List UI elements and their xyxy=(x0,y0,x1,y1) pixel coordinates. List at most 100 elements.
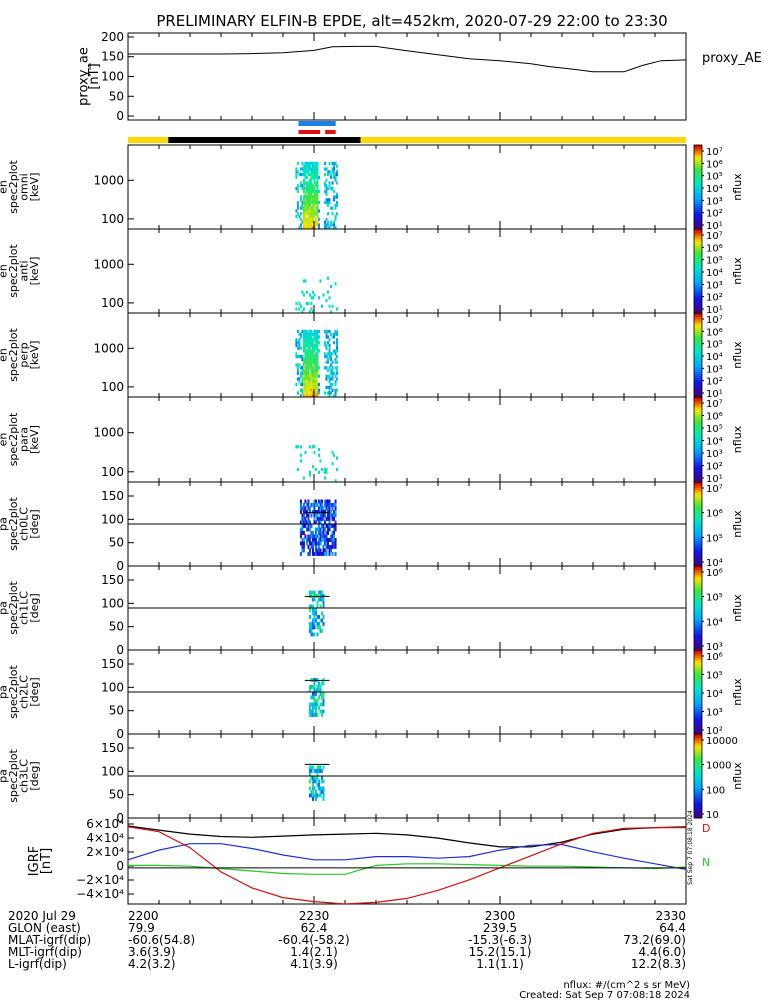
heatmap-cell xyxy=(308,702,311,707)
heatmap-cell xyxy=(317,374,320,378)
heatmap-cell xyxy=(301,290,304,294)
heatmap-cell xyxy=(308,685,311,689)
heatmap-cell xyxy=(302,195,305,199)
colorbar-swatch xyxy=(694,243,702,247)
heatmap-cell xyxy=(310,296,313,300)
colorbar-swatch xyxy=(694,334,702,337)
heatmap-cell xyxy=(301,391,304,395)
colorbar-swatch xyxy=(694,761,702,764)
heatmap-cell xyxy=(308,195,311,199)
colorbar-swatch xyxy=(694,218,702,222)
heatmap-cell xyxy=(302,357,305,361)
heatmap-cell xyxy=(313,611,316,616)
heatmap-cell xyxy=(307,534,310,539)
ylabel-line: ch2LC xyxy=(18,675,31,709)
heatmap-cell xyxy=(330,223,333,227)
panel-pa_ch3: elbpefpaspec2plotch3LC[deg]1000010001001… xyxy=(0,733,744,825)
panel-en_para: elbpefenspec2plotpara[keV]10⁷10⁶10⁵10⁴10… xyxy=(0,396,744,485)
heatmap-cell xyxy=(327,357,330,361)
colorbar-swatch xyxy=(694,647,702,651)
colorbar-swatch xyxy=(694,685,702,689)
colorbar-swatch xyxy=(694,394,702,398)
heatmap-cell xyxy=(308,212,311,216)
heatmap-cell xyxy=(316,181,319,185)
heatmap-cell xyxy=(308,604,311,609)
heatmap-cell xyxy=(317,688,320,693)
heatmap-cell xyxy=(308,534,311,539)
heatmap-cell xyxy=(331,369,334,373)
heatmap-cell xyxy=(324,476,327,480)
heatmap-cell xyxy=(304,192,307,196)
heatmap-cell xyxy=(305,184,308,188)
heatmap-cell xyxy=(328,349,331,353)
heatmap-cell xyxy=(317,545,320,549)
heatmap-cell xyxy=(316,212,319,216)
heatmap-cell xyxy=(299,371,302,375)
y-tick-label: 100 xyxy=(101,380,124,394)
colorbar-swatch xyxy=(694,411,702,415)
heatmap-cell xyxy=(311,786,314,791)
colorbar-swatch xyxy=(694,723,702,727)
heatmap-cell xyxy=(327,276,330,280)
heatmap-cell xyxy=(325,385,328,389)
heatmap-cell xyxy=(324,329,327,333)
heatmap-cell xyxy=(302,503,305,507)
heatmap-cell xyxy=(314,366,317,370)
heatmap-cell xyxy=(311,385,314,389)
panel-pa_ch1: elbpefpaspec2plotch1LC[deg]10⁶10⁵10⁴10³n… xyxy=(0,565,744,657)
heatmap-cell xyxy=(299,388,302,392)
units-footnote: nflux: #/(cm^2 s sr MeV) xyxy=(563,980,690,991)
heatmap-cell xyxy=(310,209,313,213)
heatmap-cell xyxy=(330,534,333,539)
panel-pa_ch0: elbpefpaspec2plotch0LC[deg]10⁷10⁶10⁵10⁴n… xyxy=(0,481,744,573)
heatmap-cell xyxy=(310,790,313,794)
ylabel-line: perp xyxy=(18,342,31,367)
heatmap-cell xyxy=(304,374,307,378)
colorbar-swatch xyxy=(694,757,702,760)
heatmap-cell xyxy=(317,783,320,787)
colorbar-tick-label: 10² xyxy=(706,293,723,304)
heatmap-cell xyxy=(313,371,316,375)
colorbar-swatch xyxy=(694,794,702,798)
heatmap-en_omni xyxy=(295,161,339,230)
heatmap-cell xyxy=(304,499,307,504)
heatmap-cell xyxy=(320,513,324,518)
heatmap-cell xyxy=(308,215,311,219)
colorbar-swatch xyxy=(694,708,702,712)
heatmap-cell xyxy=(305,385,308,389)
colorbar-swatch xyxy=(694,721,702,724)
heatmap-cell xyxy=(319,552,322,556)
heatmap-cell xyxy=(328,517,331,521)
colorbar-swatch xyxy=(694,631,702,634)
colorbar-swatch xyxy=(694,641,702,645)
heatmap-cell xyxy=(334,332,337,336)
heatmap-cell xyxy=(320,790,324,794)
heatmap-cell xyxy=(334,226,337,230)
colorbar-tick-label: 10⁷ xyxy=(706,147,723,158)
colorbar-swatch xyxy=(694,176,702,180)
heatmap-cell xyxy=(311,388,314,392)
plot-title: PRELIMINARY ELFIN-B EPDE, alt=452km, 202… xyxy=(156,12,667,30)
ylabel-line: [keV] xyxy=(28,257,41,286)
heatmap-cell xyxy=(325,531,328,535)
heatmap-cell xyxy=(317,383,320,387)
colorbar-swatch xyxy=(694,313,702,316)
heatmap-cell xyxy=(325,187,328,191)
colorbar-swatch xyxy=(694,574,702,577)
heatmap-cell xyxy=(320,709,324,714)
heatmap-cell xyxy=(311,173,314,177)
heatmap-cell xyxy=(310,206,313,210)
heatmap-cell xyxy=(325,343,328,347)
heatmap-cell xyxy=(302,374,305,378)
heatmap-cell xyxy=(311,377,314,381)
heatmap-cell xyxy=(334,161,337,165)
heatmap-cell xyxy=(305,355,308,359)
heatmap-cell xyxy=(311,685,314,689)
heatmap-cell xyxy=(333,220,336,224)
colorbar-swatch xyxy=(694,759,702,762)
heatmap-cell xyxy=(319,520,322,525)
colorbar-swatch xyxy=(694,488,702,491)
heatmap-cell xyxy=(302,391,305,395)
heatmap-cell xyxy=(316,173,319,177)
y-tick-label: 100 xyxy=(101,70,124,84)
